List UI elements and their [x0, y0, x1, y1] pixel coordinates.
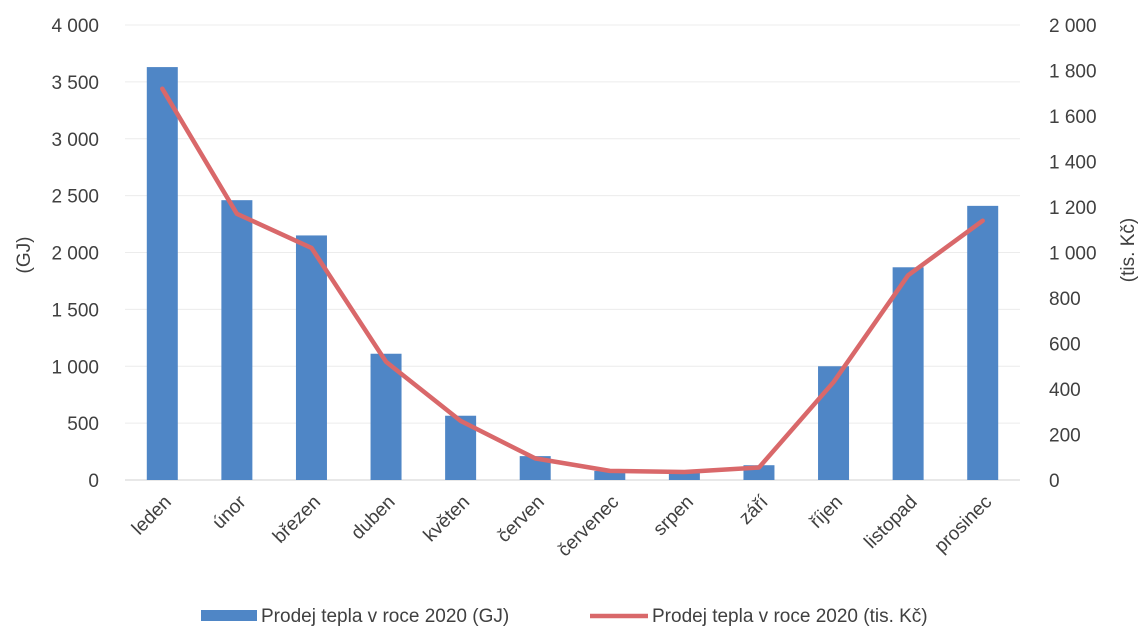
bar	[893, 267, 924, 480]
category-label: červenec	[554, 492, 623, 561]
left-tick-label: 3 500	[51, 73, 99, 94]
bar	[296, 235, 327, 480]
left-tick-label: 1 500	[51, 300, 99, 321]
category-label: říjen	[806, 492, 847, 533]
left-tick-label: 500	[67, 414, 99, 435]
category-label: prosinec	[931, 492, 997, 558]
right-tick-label: 1 000	[1049, 244, 1097, 265]
right-tick-label: 400	[1049, 380, 1081, 401]
category-label: březen	[269, 492, 325, 548]
bar-series	[147, 67, 998, 480]
right-tick-label: 600	[1049, 335, 1081, 356]
category-label: únor	[209, 491, 251, 533]
legend-line-label: Prodej tepla v roce 2020 (tis. Kč)	[652, 606, 928, 627]
left-tick-label: 1 000	[51, 357, 99, 378]
right-tick-label: 1 400	[1049, 153, 1097, 174]
left-tick-label: 2 500	[51, 187, 99, 208]
left-tick-label: 4 000	[51, 16, 99, 37]
category-label: květen	[420, 492, 474, 546]
category-label: červen	[494, 492, 549, 547]
line-series	[162, 89, 983, 473]
gridlines	[125, 25, 1020, 480]
left-tick-label: 3 000	[51, 130, 99, 151]
left-axis-title: (GJ)	[14, 237, 35, 274]
category-label: leden	[128, 492, 176, 540]
right-tick-label: 1 200	[1049, 198, 1097, 219]
right-tick-label: 200	[1049, 426, 1081, 447]
left-axis-ticks: 0 500 1 000 1 500 2 000 2 500 3 000 3 500 4 000	[51, 16, 99, 492]
line-series-path	[162, 89, 982, 472]
category-label: duben	[347, 492, 399, 544]
right-tick-label: 0	[1049, 471, 1060, 492]
legend: Prodej tepla v roce 2020 (GJ) Prodej tep…	[201, 606, 928, 627]
category-label: listopad	[860, 492, 921, 553]
bar	[967, 206, 998, 480]
right-tick-label: 2 000	[1049, 16, 1097, 37]
category-label: září	[735, 491, 773, 529]
right-tick-label: 1 600	[1049, 107, 1097, 128]
legend-bar-swatch	[201, 610, 257, 621]
legend-bar-label: Prodej tepla v roce 2020 (GJ)	[261, 606, 509, 627]
left-tick-label: 2 000	[51, 244, 99, 265]
bar	[147, 67, 178, 480]
category-label: srpen	[649, 492, 697, 540]
right-axis-ticks: 0 200 400 600 800 1 000 1 200 1 400 1 600 1 800 2 …	[1049, 16, 1097, 492]
right-axis-title: (tis. Kč)	[1118, 218, 1139, 282]
right-tick-label: 800	[1049, 289, 1081, 310]
bar	[221, 200, 252, 480]
right-tick-label: 1 800	[1049, 62, 1097, 83]
left-tick-label: 0	[88, 471, 99, 492]
